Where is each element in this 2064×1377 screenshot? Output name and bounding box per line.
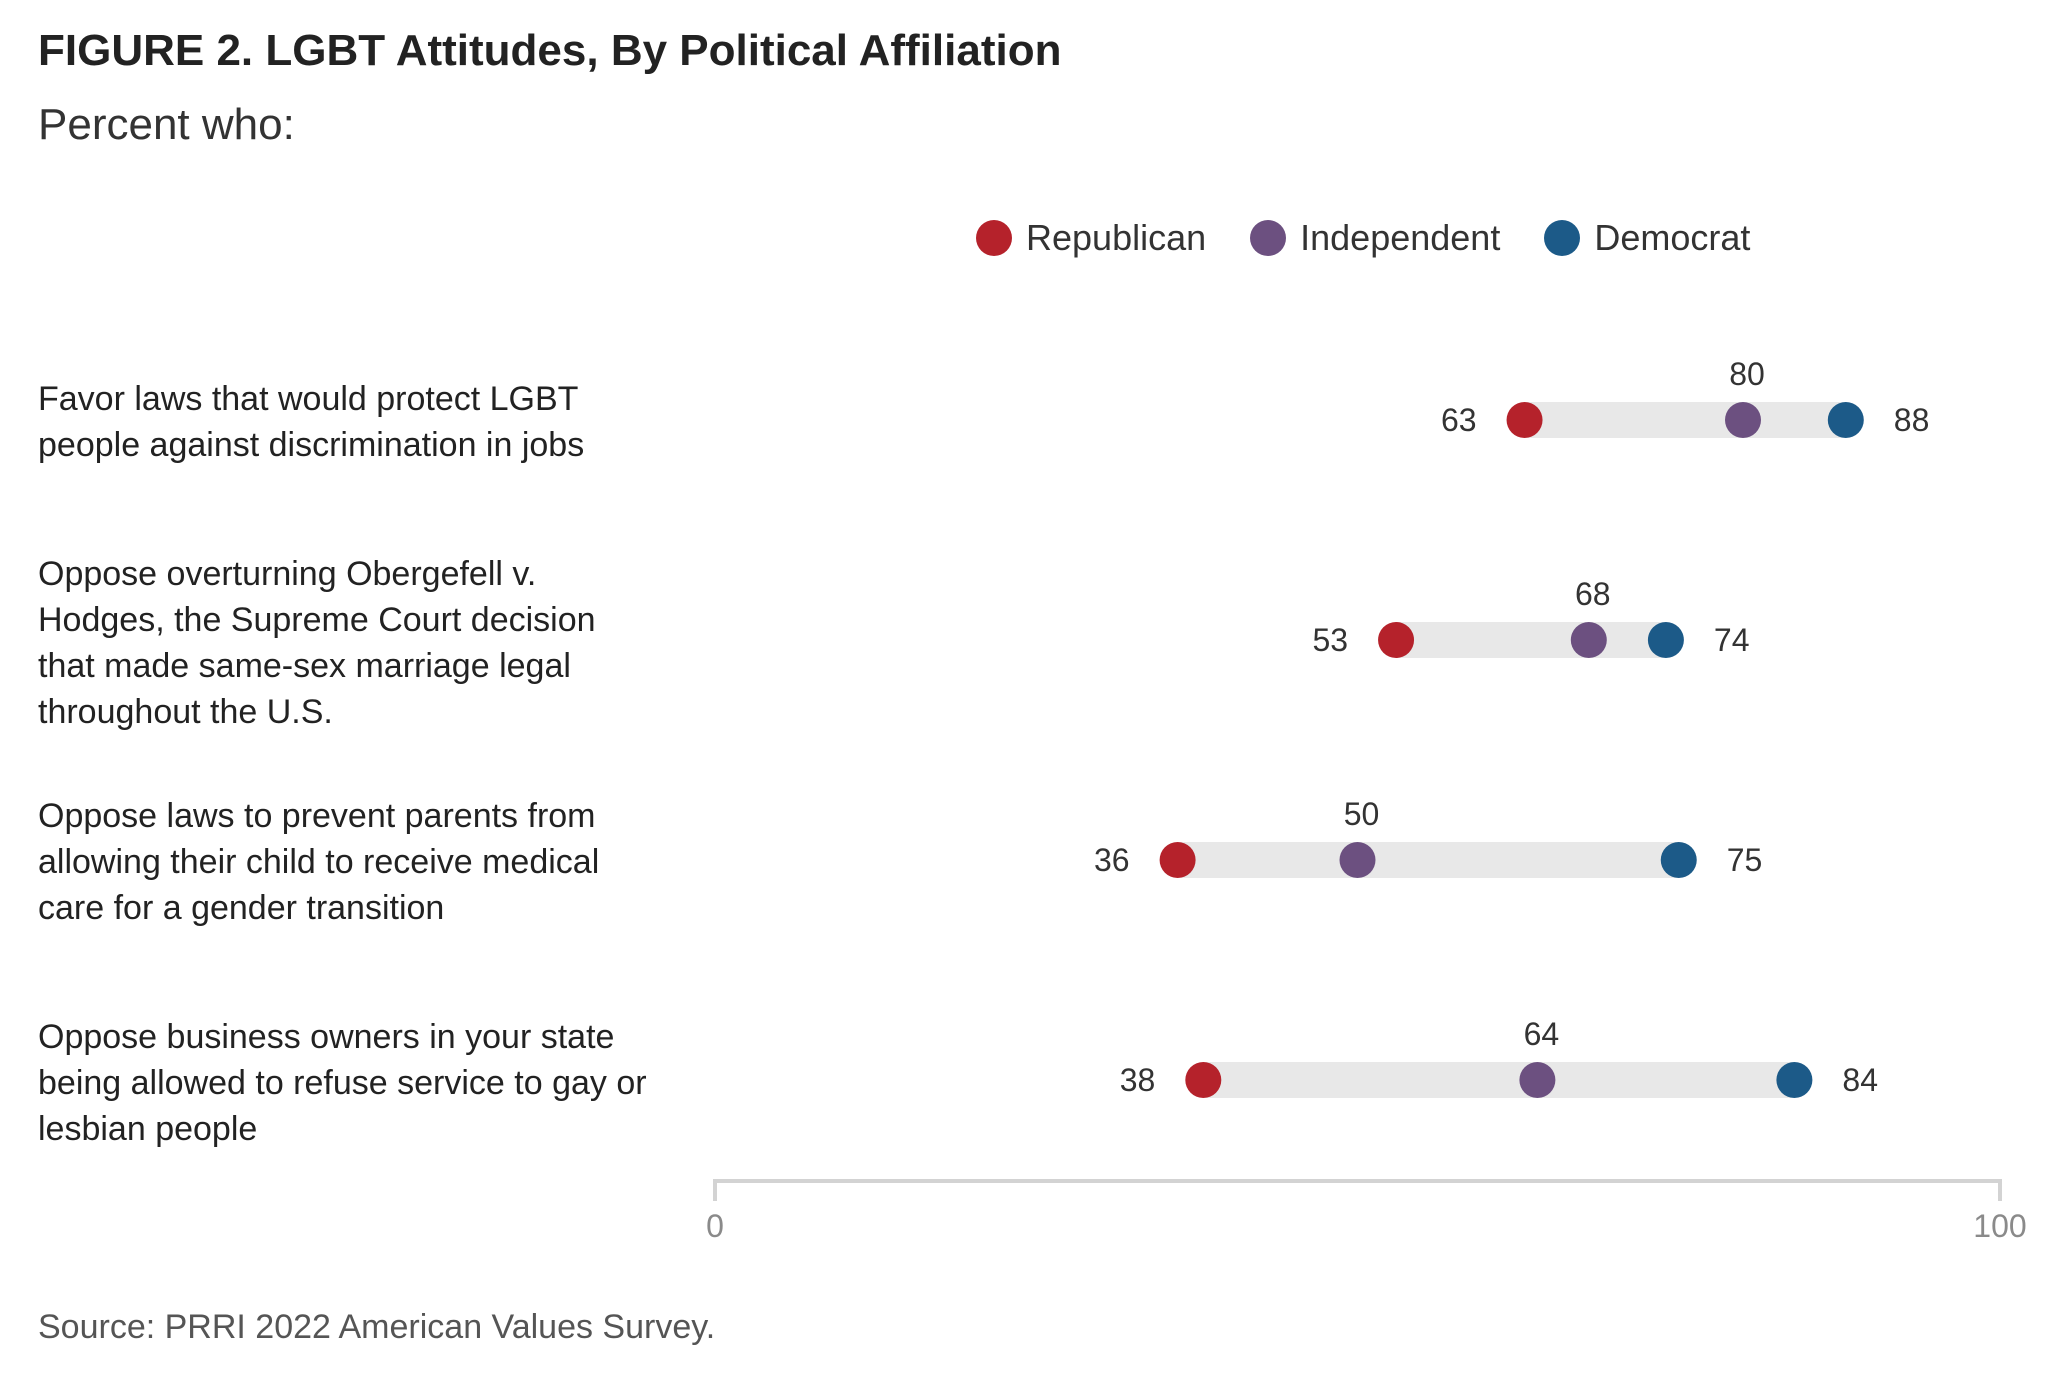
row-label-obergefell: Oppose overturning Obergefell v. Hodges,… (38, 551, 718, 735)
chart-rows: 63 80 88 53 68 74 36 50 75 38 64 84 (1094, 356, 1929, 1098)
data-label-republican: 36 (1094, 842, 1130, 878)
dot-democrat (1776, 1062, 1813, 1098)
row-label-line: that made same-sex marriage legal (38, 647, 571, 685)
row-label-line: Oppose overturning Obergefell v. (38, 555, 537, 593)
data-label-independent: 68 (1575, 576, 1611, 612)
x-tick-label: 0 (706, 1208, 724, 1244)
legend-label-democrat: Democrat (1594, 217, 1751, 258)
legend-item-independent: Independent (1250, 217, 1500, 259)
data-label-independent: 80 (1729, 356, 1765, 392)
legend-dot-democrat (1544, 220, 1581, 256)
dot-democrat (1647, 622, 1684, 658)
data-label-democrat: 88 (1894, 402, 1930, 438)
dot-republican (1159, 842, 1196, 878)
legend-dot-republican (976, 220, 1012, 256)
row-label-job-protections: Favor laws that would protect LGBT peopl… (38, 376, 718, 468)
row-label-line: Favor laws that would protect LGBT (38, 380, 579, 418)
data-label-republican: 38 (1120, 1062, 1156, 1098)
data-label-independent: 64 (1524, 1016, 1560, 1052)
chart-row: 63 80 88 (1441, 356, 1929, 438)
row-label-gender-transition: Oppose laws to prevent parents from allo… (38, 793, 718, 931)
dot-independent (1339, 842, 1376, 878)
range-bar (1203, 1062, 1795, 1098)
row-label-line: Oppose laws to prevent parents from (38, 797, 596, 835)
legend-item-democrat: Democrat (1544, 217, 1750, 259)
dot-independent (1570, 622, 1607, 658)
source-note: Source: PRRI 2022 American Values Survey… (38, 1308, 716, 1346)
legend-label-independent: Independent (1300, 217, 1501, 258)
row-label-line: Oppose business owners in your state (38, 1018, 615, 1056)
dot-republican (1185, 1062, 1222, 1098)
data-label-democrat: 84 (1842, 1062, 1878, 1098)
row-label-line: care for a gender transition (38, 889, 445, 927)
dot-republican (1378, 622, 1415, 658)
dot-democrat (1660, 842, 1697, 878)
data-label-democrat: 74 (1714, 622, 1750, 658)
legend: Republican Independent Democrat (976, 214, 1794, 262)
range-bar (1396, 622, 1666, 658)
row-label-line: people against discrimination in jobs (38, 426, 585, 464)
data-label-republican: 53 (1312, 622, 1348, 658)
row-label-line: Hodges, the Supreme Court decision (38, 601, 596, 639)
chart-row: 36 50 75 (1094, 796, 1762, 878)
data-label-independent: 50 (1344, 796, 1380, 832)
chart-title: FIGURE 2. LGBT Attitudes, By Political A… (38, 26, 1062, 75)
range-bar (1177, 842, 1679, 878)
row-label-line: being allowed to refuse service to gay o… (38, 1064, 647, 1102)
legend-label-republican: Republican (1026, 217, 1207, 258)
x-tick-label: 100 (1973, 1208, 2026, 1244)
row-label-line: allowing their child to receive medical (38, 843, 600, 881)
x-axis: 0 100 (706, 1179, 2027, 1244)
row-label-line: throughout the U.S. (38, 693, 333, 731)
chart-row: 53 68 74 (1312, 576, 1749, 658)
row-label-refuse-service: Oppose business owners in your state bei… (38, 1014, 718, 1152)
range-bar (1524, 402, 1846, 438)
data-label-republican: 63 (1441, 402, 1477, 438)
legend-item-republican: Republican (976, 217, 1206, 259)
chart-subtitle: Percent who: (38, 100, 295, 149)
data-label-democrat: 75 (1727, 842, 1763, 878)
legend-dot-independent (1250, 220, 1287, 256)
dot-independent (1519, 1062, 1556, 1098)
chart-row: 38 64 84 (1120, 1016, 1878, 1098)
row-label-line: lesbian people (38, 1110, 258, 1148)
dot-independent (1725, 402, 1761, 438)
dot-republican (1506, 402, 1543, 438)
dot-democrat (1827, 402, 1864, 438)
